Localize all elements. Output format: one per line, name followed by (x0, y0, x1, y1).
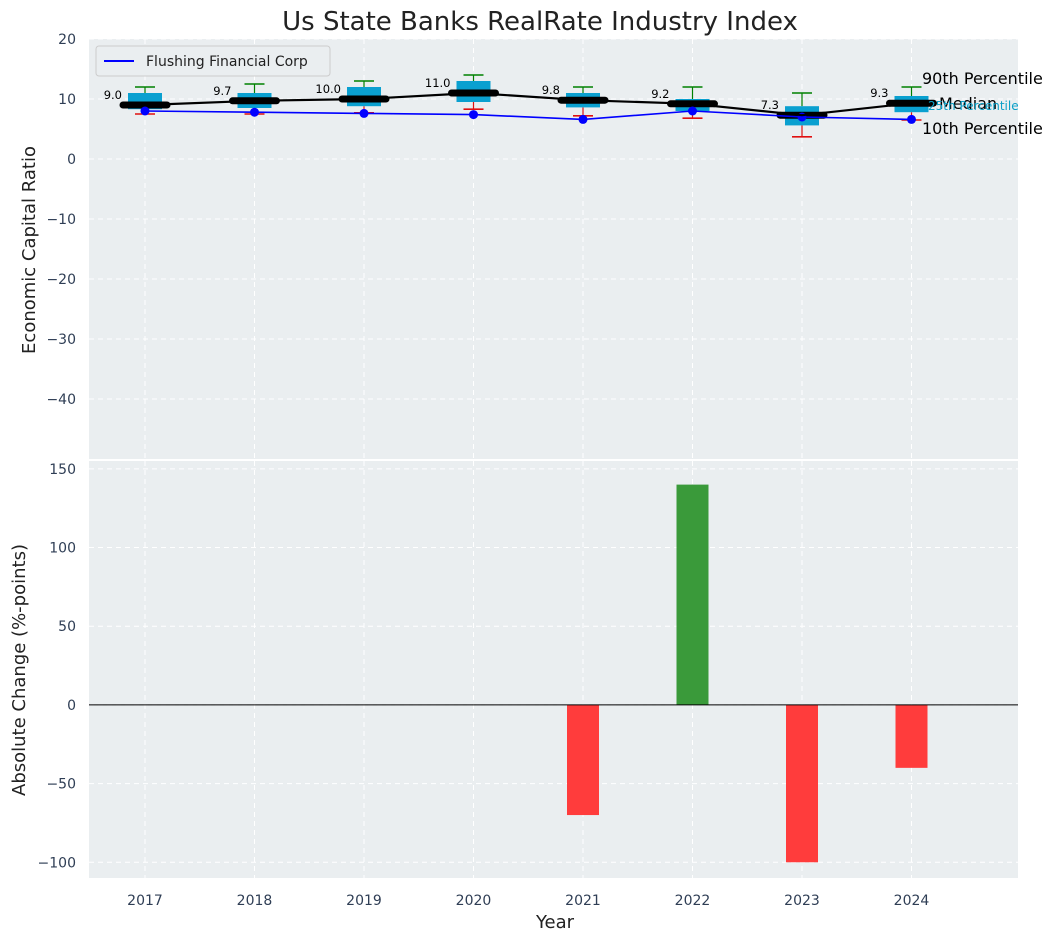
x-tick-label: 2019 (346, 893, 382, 909)
bottom-plot-background (89, 461, 1018, 878)
label-median: Median (939, 94, 997, 113)
change-bar (786, 704, 818, 863)
bottom-y-tick-label: 50 (58, 619, 76, 635)
median-value-label: 9.0 (104, 88, 122, 102)
change-bar (676, 484, 709, 705)
top-y-ticks: 20 10 0 −10 −20 −30 −40 (46, 32, 76, 408)
label-25th-percentile: 25th Percentile (928, 99, 1019, 113)
median-value-label: 9.8 (542, 83, 560, 97)
median-value-label: 9.7 (213, 84, 231, 98)
top-y-axis-title: Economic Capital Ratio (19, 146, 40, 354)
legend: Flushing Financial Corp (95, 45, 331, 77)
top-panel: 20 10 0 −10 −20 −30 −40 9.0 9.7 10.0 11.0 9.8 9.2 7.… (19, 7, 1043, 459)
top-lines (140, 91, 916, 124)
median-value-label: 9.3 (870, 86, 888, 100)
company-point (469, 110, 478, 120)
right-percentile-labels: 90th Percentile Median 25th Percentile 1… (922, 69, 1043, 138)
bottom-y-tick-label: 150 (49, 462, 76, 478)
x-tick-label: 2022 (675, 893, 711, 909)
x-tick-label: 2023 (784, 893, 820, 909)
bottom-y-tick-label: 0 (67, 698, 76, 714)
x-tick-label: 2024 (894, 893, 930, 909)
top-y-tick-label: −40 (46, 392, 76, 408)
top-gridlines (89, 38, 1018, 459)
company-point (688, 106, 697, 116)
top-y-tick-label: −20 (46, 272, 76, 288)
median-value-label: 7.3 (761, 98, 779, 112)
chart-title: Us State Banks RealRate Industry Index (282, 7, 798, 37)
legend-entry-flushing: Flushing Financial Corp (146, 54, 308, 70)
bottom-y-axis-title: Absolute Change (%-points) (9, 544, 30, 796)
company-point (250, 107, 259, 117)
median-line (144, 91, 912, 117)
legend-box (95, 45, 331, 77)
x-tick-label: 2021 (565, 893, 601, 909)
top-y-tick-label: 20 (58, 32, 76, 48)
company-point (907, 114, 916, 124)
top-y-tick-label: 0 (67, 152, 76, 168)
bottom-bars (567, 484, 928, 863)
company-point (359, 108, 369, 118)
x-tick-label: 2020 (456, 893, 492, 909)
x-axis-title: Year (535, 912, 575, 933)
label-10th-percentile: 10th Percentile (922, 119, 1043, 138)
median-value-label: 11.0 (425, 76, 451, 90)
median-value-label: 10.0 (315, 82, 341, 96)
change-bar (895, 704, 928, 768)
bottom-y-tick-label: 100 (49, 541, 76, 557)
company-point (578, 114, 588, 124)
label-90th-percentile: 90th Percentile (922, 69, 1043, 88)
top-y-tick-label: −30 (46, 332, 76, 348)
bottom-y-tick-label: −100 (38, 855, 76, 871)
x-tick-label: 2018 (237, 893, 273, 909)
change-bar (567, 704, 599, 816)
company-line (144, 110, 912, 121)
company-point (140, 106, 150, 116)
top-y-tick-label: −10 (46, 212, 76, 228)
x-tick-labels: 2017 2018 2019 2020 2021 2022 2023 2024 (127, 893, 929, 909)
top-y-tick-label: 10 (58, 92, 76, 108)
bottom-panel: 150 100 50 0 −50 −100 2017 2018 2019 2020 2021 202… (9, 461, 1018, 933)
top-median-labels: 9.0 9.7 10.0 11.0 9.8 9.2 7.3 9.3 (104, 76, 889, 112)
x-tick-label: 2017 (127, 893, 163, 909)
bottom-y-ticks: 150 100 50 0 −50 −100 (38, 462, 76, 871)
median-value-label: 9.2 (651, 87, 669, 101)
bottom-y-tick-label: −50 (46, 777, 76, 793)
